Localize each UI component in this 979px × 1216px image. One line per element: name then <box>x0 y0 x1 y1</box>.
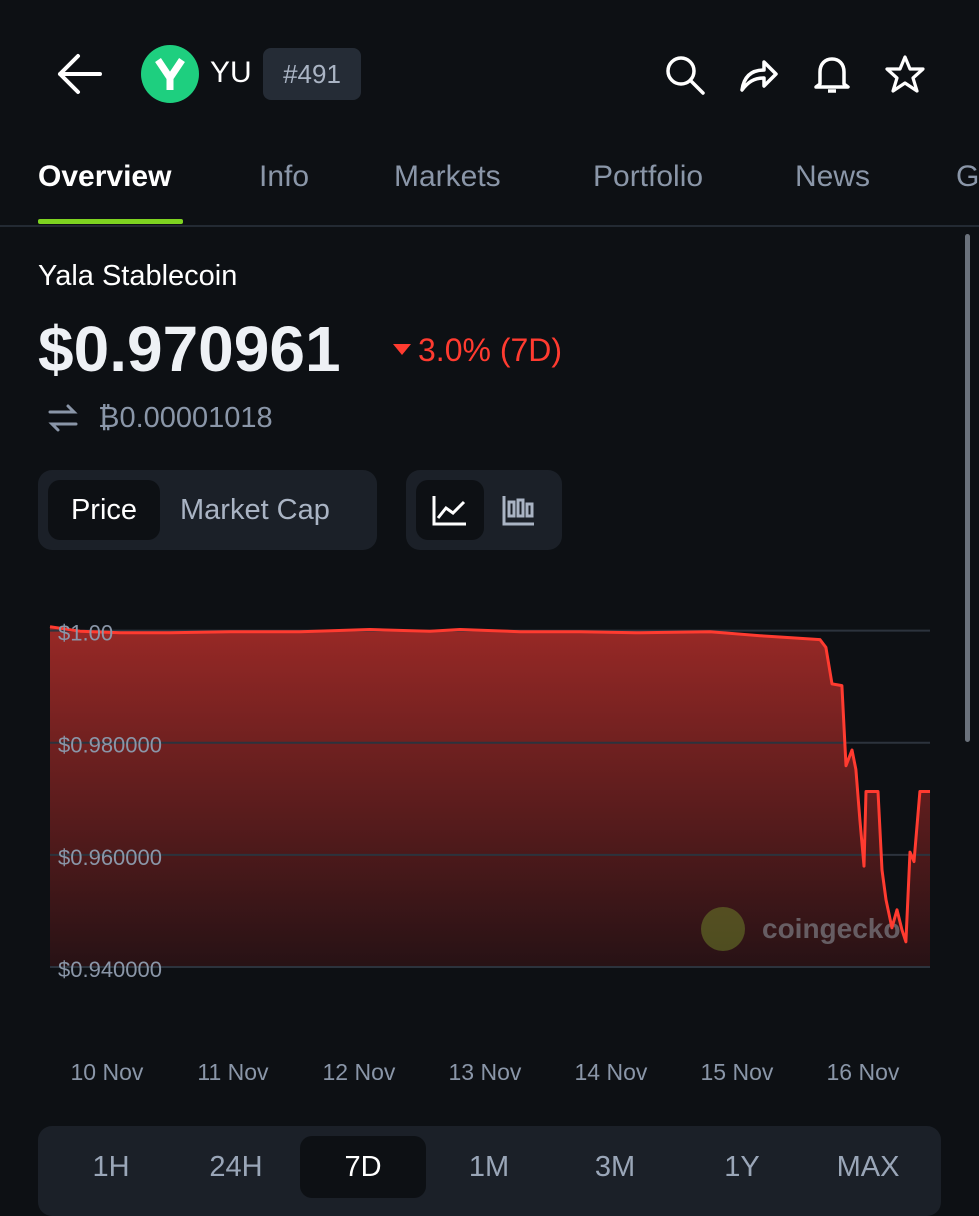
back-button[interactable] <box>56 52 104 96</box>
watermark: coingecko <box>762 913 900 944</box>
y-tick-label: $0.940000 <box>58 957 162 982</box>
tab[interactable]: Portfolio <box>593 160 704 193</box>
tab-indicator <box>38 219 183 224</box>
x-tick-label: 10 Nov <box>71 1059 144 1085</box>
timeframe[interactable]: 3M <box>594 1151 636 1183</box>
y-tick-label: $1.00 <box>58 621 113 646</box>
price-line <box>49 625 930 944</box>
line-style-button[interactable] <box>416 480 484 540</box>
x-tick-label: 15 Nov <box>701 1059 774 1085</box>
tab[interactable]: G <box>956 160 979 193</box>
coin-name: Yala Stablecoin <box>38 260 238 292</box>
coin-logo <box>141 45 199 103</box>
scrollbar <box>965 234 970 742</box>
watermark-logo <box>701 907 745 951</box>
tab[interactable]: News <box>795 160 871 193</box>
favorite-icon[interactable] <box>885 54 925 94</box>
swap-icon <box>48 404 78 432</box>
timeframe[interactable]: MAX <box>836 1151 900 1183</box>
tab[interactable]: Markets <box>394 160 501 193</box>
x-tick-label: 16 Nov <box>827 1059 900 1085</box>
timeframe[interactable]: 7D <box>300 1136 426 1198</box>
timeframe[interactable]: 24H <box>209 1151 263 1183</box>
timeframe[interactable]: 1H <box>92 1151 130 1183</box>
search-icon[interactable] <box>664 54 706 96</box>
share-icon[interactable] <box>738 56 780 94</box>
timeframe[interactable]: 1M <box>468 1151 510 1183</box>
down-arrow <box>393 344 411 355</box>
toggle-option[interactable]: Price <box>48 480 160 540</box>
x-tick-label: 13 Nov <box>449 1059 522 1085</box>
price-change: 3.0% (7D) <box>418 332 563 368</box>
x-tick-label: 11 Nov <box>197 1059 269 1085</box>
x-tick-label: 14 Nov <box>575 1059 648 1085</box>
toggle-option[interactable]: Market Cap <box>180 494 330 526</box>
line-icon <box>432 496 466 526</box>
btc-price: ₿0.00001018 <box>98 402 273 434</box>
price: $0.970961 <box>38 313 341 385</box>
candle-icon[interactable] <box>500 492 536 528</box>
rank-badge: #491 <box>263 48 361 100</box>
price-area <box>50 626 930 967</box>
y-tick-label: $0.980000 <box>58 733 162 758</box>
timeframe[interactable]: 1Y <box>724 1151 760 1183</box>
coin-symbol: YU <box>210 56 252 89</box>
x-tick-label: 12 Nov <box>323 1059 396 1085</box>
price-chart: coingecko $1.00 $0.980000 $0.960000 $0.9400… <box>49 621 930 1085</box>
y-tick-label: $0.960000 <box>58 845 162 870</box>
divider <box>0 225 979 227</box>
alert-icon[interactable] <box>812 52 852 96</box>
tab[interactable]: Info <box>259 160 310 193</box>
tab[interactable]: Overview <box>38 160 172 193</box>
